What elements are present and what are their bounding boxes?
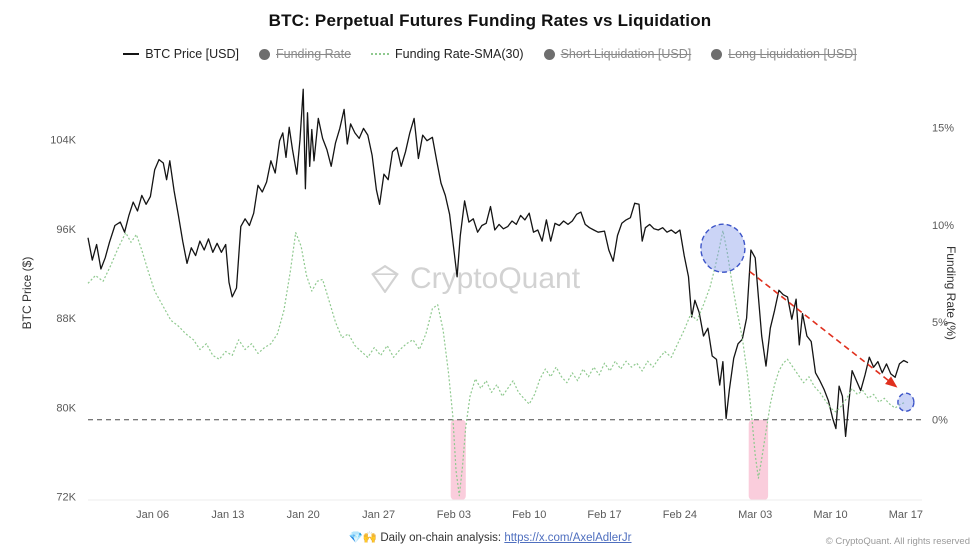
x-tick-label: Jan 06 [136, 509, 169, 521]
series-funding-rate-sma30 [87, 230, 907, 497]
x-tick-label: Jan 13 [211, 509, 244, 521]
x-tick-label: Feb 17 [587, 509, 621, 521]
x-tick-label: Feb 03 [437, 509, 471, 521]
footer-prefix-text: 💎🙌 Daily on-chain analysis: [348, 532, 505, 544]
highlight-circle [897, 392, 915, 412]
x-tick-label: Feb 10 [512, 509, 546, 521]
x-tick-label: Jan 27 [362, 509, 395, 521]
chart-legend: BTC Price [USD] Funding Rate Funding Rat… [0, 47, 980, 61]
legend-item-funding-rate[interactable]: Funding Rate [258, 47, 352, 61]
legend-label: Funding Rate [275, 47, 352, 61]
legend-item-short-liquidation[interactable]: Short Liquidation [USD] [543, 47, 692, 61]
dot-marker-icon [711, 48, 723, 60]
y-left-axis-title: BTC Price ($) [20, 256, 34, 330]
legend-item-long-liquidation[interactable]: Long Liquidation [USD] [711, 47, 857, 61]
dot-marker-icon [258, 48, 270, 60]
negative-funding-band [748, 419, 769, 500]
y-left-tick-label: 80K [56, 402, 76, 414]
footer-link[interactable]: https://x.com/AxelAdlerJr [504, 532, 632, 544]
copyright-text: © CryptoQuant. All rights reserved [825, 536, 970, 547]
x-tick-label: Mar 03 [738, 509, 772, 521]
y-left-tick-label: 96K [56, 224, 76, 236]
downtrend-arrow [749, 270, 898, 388]
x-tick-label: Jan 20 [287, 509, 320, 521]
y-left-tick-label: 72K [56, 492, 76, 504]
y-left-tick-label: 104K [50, 135, 76, 147]
y-right-tick-label: 0% [932, 415, 948, 427]
dot-marker-icon [543, 48, 555, 60]
page-title: BTC: Perpetual Futures Funding Rates vs … [268, 11, 712, 30]
x-tick-label: Mar 10 [813, 509, 847, 521]
legend-label: Long Liquidation [USD] [728, 47, 857, 61]
x-tick-label: Feb 24 [663, 509, 697, 521]
highlight-circle [700, 223, 746, 273]
legend-item-funding-rate-sma[interactable]: Funding Rate-SMA(30) [371, 47, 524, 61]
footer-note: 💎🙌 Daily on-chain analysis: https://x.co… [0, 530, 980, 544]
legend-label: Funding Rate-SMA(30) [395, 47, 524, 61]
legend-item-btc-price[interactable]: BTC Price [USD] [123, 47, 239, 61]
dotted-line-marker-icon [371, 53, 390, 55]
y-right-tick-label: 15% [932, 122, 954, 134]
series-btc-price [87, 88, 909, 438]
legend-label: Short Liquidation [USD] [560, 47, 692, 61]
y-left-tick-label: 88K [56, 313, 76, 325]
y-right-tick-label: 5% [932, 317, 948, 329]
line-marker-icon [123, 53, 140, 55]
y-right-tick-label: 10% [932, 220, 954, 232]
y-right-axis-title: Funding Rate (%) [944, 245, 958, 341]
x-tick-label: Mar 17 [889, 509, 923, 521]
legend-label: BTC Price [USD] [145, 47, 239, 61]
